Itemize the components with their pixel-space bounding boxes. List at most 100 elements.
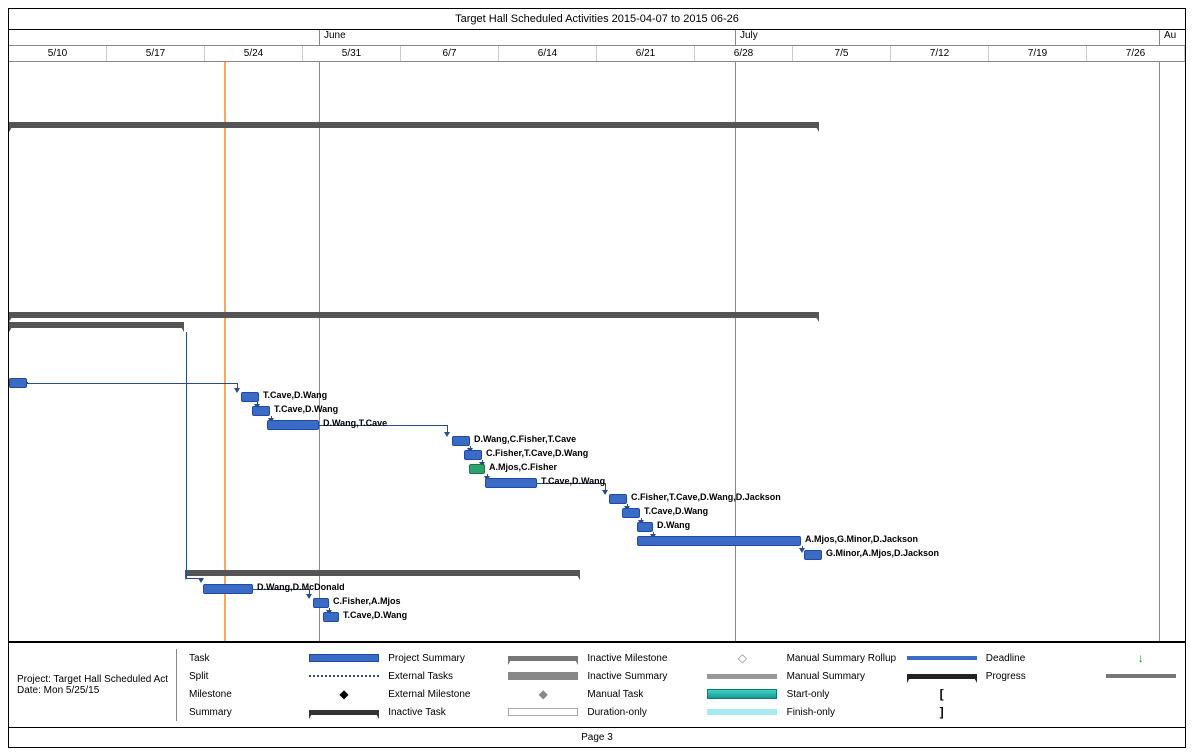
- page: Target Hall Scheduled Activities 2015-04…: [8, 8, 1186, 748]
- legend-swatch: [707, 709, 777, 715]
- task-bar: [609, 494, 627, 504]
- task-bar: [267, 420, 319, 430]
- task-label: C.Fisher,T.Cave,D.Wang: [486, 448, 588, 458]
- task-bar: [637, 522, 653, 532]
- dependency-link: [602, 490, 608, 495]
- task-label: T.Cave,D.Wang: [274, 404, 338, 414]
- legend-item-label: Inactive Milestone: [587, 653, 697, 664]
- month-header-row: June July Au: [9, 30, 1185, 46]
- legend-item: Duration-only: [587, 703, 778, 721]
- legend-item: Finish-only: [787, 703, 978, 721]
- summary-bar: [9, 322, 184, 328]
- legend-swatch: [309, 675, 379, 677]
- task-label: A.Mjos,G.Minor,D.Jackson: [805, 534, 918, 544]
- month-gridline: [1159, 62, 1160, 641]
- legend-item-label: Inactive Task: [388, 707, 498, 718]
- task-bar: [9, 378, 27, 388]
- month-label: June: [319, 30, 346, 45]
- task-bar: [464, 450, 482, 460]
- dependency-link: [27, 383, 237, 384]
- week-header-row: 5/105/175/245/316/76/146/216/287/57/127/…: [9, 46, 1185, 62]
- task-bar: [252, 406, 270, 416]
- legend-swatch: [309, 710, 379, 715]
- summary-bar: [9, 122, 819, 128]
- summary-bar: [185, 570, 580, 576]
- legend-item: Inactive Task: [388, 703, 579, 721]
- week-label: 6/7: [401, 46, 499, 61]
- legend-item-label: Manual Task: [587, 689, 697, 700]
- legend-swatch: [707, 674, 777, 679]
- task-label: D.Wang,C.Fisher,T.Cave: [474, 434, 576, 444]
- legend-item-label: Project Summary: [388, 653, 498, 664]
- task-bar: [203, 584, 253, 594]
- legend-swatch: [1106, 653, 1176, 663]
- task-label: D.Wang: [657, 520, 690, 530]
- legend-swatch: [907, 707, 977, 717]
- legend-swatch: [508, 689, 578, 699]
- task-bar: [469, 464, 485, 474]
- month-label: Au: [1159, 30, 1176, 45]
- task-label: D.Wang,D.McDonald: [257, 582, 345, 592]
- legend-item: Milestone: [189, 685, 380, 703]
- week-label: 5/31: [303, 46, 401, 61]
- legend-swatch: [907, 656, 977, 660]
- week-label: 6/21: [597, 46, 695, 61]
- task-bar: [452, 436, 470, 446]
- week-label: 7/5: [793, 46, 891, 61]
- task-bar: [241, 392, 259, 402]
- legend-item-label: Manual Summary: [787, 671, 897, 682]
- legend-swatch: [707, 689, 777, 699]
- dependency-link: [447, 425, 448, 432]
- legend-item-label: External Milestone: [388, 689, 498, 700]
- task-label: G.Minor,A.Mjos,D.Jackson: [826, 548, 939, 558]
- dependency-link: [444, 432, 450, 437]
- legend-item-label: Deadline: [986, 653, 1096, 664]
- project-info: Project: Target Hall Scheduled Act Date:…: [17, 649, 177, 721]
- task-label: C.Fisher,T.Cave,D.Wang,D.Jackson: [631, 492, 781, 502]
- task-label: A.Mjos,C.Fisher: [489, 462, 557, 472]
- legend-item: External Milestone: [388, 685, 579, 703]
- project-date: Date: Mon 5/25/15: [17, 685, 168, 696]
- project-name: Project: Target Hall Scheduled Act: [17, 674, 168, 685]
- task-bar: [637, 536, 801, 546]
- week-label: 5/24: [205, 46, 303, 61]
- legend-grid: TaskSplitMilestoneSummaryProject Summary…: [177, 649, 1177, 721]
- legend-item-label: Inactive Summary: [587, 671, 697, 682]
- task-label: T.Cave,D.Wang: [263, 390, 327, 400]
- task-label: C.Fisher,A.Mjos: [333, 596, 401, 606]
- legend-item: Progress: [986, 667, 1177, 685]
- task-bar: [313, 598, 329, 608]
- week-label: 5/10: [9, 46, 107, 61]
- week-label: 7/19: [989, 46, 1087, 61]
- legend-swatch: [508, 708, 578, 716]
- week-label: 6/14: [499, 46, 597, 61]
- legend-swatch: [508, 656, 578, 661]
- legend-item-label: Duration-only: [587, 707, 697, 718]
- legend-item-label: Finish-only: [787, 707, 897, 718]
- legend-item: Summary: [189, 703, 380, 721]
- summary-bar: [9, 312, 819, 318]
- week-label: 7/12: [891, 46, 989, 61]
- legend-item: Deadline: [986, 649, 1177, 667]
- legend-swatch: [907, 689, 977, 699]
- legend-item-label: Milestone: [189, 689, 299, 700]
- legend-item-label: Summary: [189, 707, 299, 718]
- dependency-link: [234, 388, 240, 393]
- legend-item: Manual Summary Rollup: [787, 649, 978, 667]
- month-label: July: [735, 30, 758, 45]
- task-bar: [485, 478, 537, 488]
- legend-item-label: Start-only: [787, 689, 897, 700]
- legend-item-label: External Tasks: [388, 671, 498, 682]
- legend-item-label: Split: [189, 671, 299, 682]
- legend-item: Split: [189, 667, 380, 685]
- legend-item: Inactive Milestone: [587, 649, 778, 667]
- today-line: [224, 62, 226, 641]
- dependency-link: [198, 578, 204, 583]
- task-bar: [804, 550, 822, 560]
- task-label: D.Wang,T.Cave: [323, 418, 387, 428]
- legend-swatch: [707, 653, 777, 663]
- legend-swatch: [907, 674, 977, 679]
- chart-title: Target Hall Scheduled Activities 2015-04…: [9, 9, 1185, 30]
- legend-item: Start-only: [787, 685, 978, 703]
- legend-swatch: [508, 672, 578, 680]
